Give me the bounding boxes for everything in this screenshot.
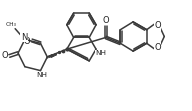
Text: O: O (103, 16, 109, 25)
Text: O: O (1, 51, 8, 59)
Text: NH: NH (36, 72, 47, 78)
Text: N: N (21, 33, 27, 42)
Text: CH₃: CH₃ (6, 22, 17, 27)
Text: O: O (24, 37, 30, 46)
Text: O: O (154, 21, 161, 30)
Text: O: O (154, 43, 161, 52)
Text: NH: NH (95, 50, 106, 56)
